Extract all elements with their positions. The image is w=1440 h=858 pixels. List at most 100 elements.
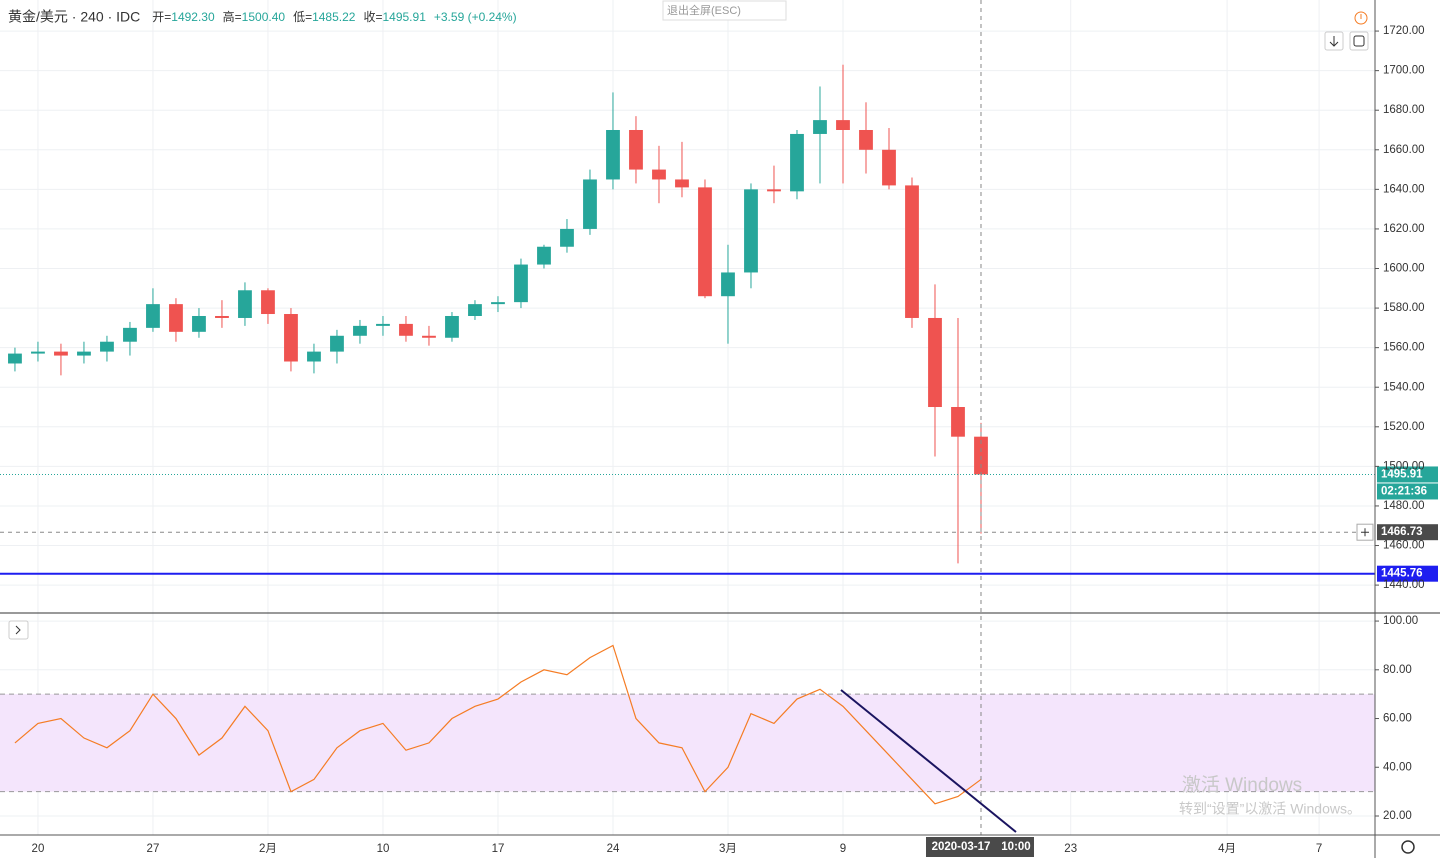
expand-icon <box>15 625 21 635</box>
candle-body <box>422 335 436 338</box>
candle-body <box>951 407 965 437</box>
horizontal-line-label: 1445.76 <box>1381 568 1423 580</box>
crosshair-cross-icon <box>1361 528 1369 537</box>
candle-body <box>8 353 22 364</box>
candle-body <box>606 129 620 180</box>
x-tick-label: 17 <box>492 843 505 855</box>
fullscreen-button[interactable] <box>662 0 787 21</box>
y-tick-label: 1540.00 <box>1383 381 1425 393</box>
candle-body <box>629 129 643 170</box>
y-tick-label: 1460.00 <box>1383 540 1425 552</box>
x-tick-label: 9 <box>840 843 846 855</box>
candle-body <box>790 133 804 192</box>
rsi-line <box>14 644 982 805</box>
candle-body <box>974 436 988 475</box>
countdown-label: 02:21:36 <box>1381 485 1427 497</box>
candle-body <box>514 264 528 303</box>
x-tick-label: 2月 <box>259 843 277 855</box>
last-price-badge <box>1377 466 1438 483</box>
trend-line <box>840 689 1017 833</box>
candle-body <box>123 327 137 342</box>
legend-key: 低= <box>293 10 312 24</box>
y-tick-label: 1480.00 <box>1383 500 1425 512</box>
crosshair-date: 2020-03-17 <box>932 841 991 853</box>
candle-body <box>215 315 229 318</box>
crosshair-price-badge <box>1377 524 1438 541</box>
fit-button[interactable] <box>1349 31 1369 51</box>
x-tick-label: 24 <box>607 843 620 855</box>
candle-body <box>353 325 367 336</box>
candle-body <box>146 304 160 328</box>
candle-body <box>698 187 712 297</box>
candle-body <box>560 228 574 247</box>
candle-body <box>767 189 781 192</box>
x-tick-label: 3月 <box>719 843 737 855</box>
candle-body <box>813 120 827 134</box>
last-price-label: 1495.91 <box>1381 468 1423 480</box>
candle-body <box>491 302 505 305</box>
candle-body <box>468 304 482 316</box>
candle-body <box>307 351 321 362</box>
legend-value: 1492.30 <box>171 10 215 24</box>
fit-icon <box>1353 35 1365 47</box>
y-tick-label: 1620.00 <box>1383 223 1425 235</box>
plot <box>0 64 1375 805</box>
y-tick-label: 1580.00 <box>1383 302 1425 314</box>
x-tick-label: 10 <box>377 843 390 855</box>
candle-body <box>445 315 459 338</box>
horizontal-line-badge <box>1377 565 1438 582</box>
candle-body <box>284 314 298 362</box>
legend-value: 1500.40 <box>242 10 286 24</box>
y-tick-label: 80.00 <box>1383 664 1412 676</box>
candle-body <box>238 290 252 318</box>
watermark-text: 转到“设置”以激活 Windows。 <box>1179 801 1361 817</box>
candle-body <box>537 246 551 265</box>
legend-key: 高= <box>223 9 242 24</box>
candle-body <box>721 272 735 297</box>
candle-body <box>882 149 896 186</box>
y-tick-label: 1700.00 <box>1383 65 1425 77</box>
legend-value: +3.59 (+0.24%) <box>434 10 517 24</box>
candle-body <box>928 317 942 408</box>
candle-body <box>192 315 206 332</box>
candle-body <box>261 290 275 315</box>
legend-key: 开= <box>152 10 171 24</box>
y-tick-label: 1560.00 <box>1383 342 1425 354</box>
y-tick-label: 100.00 <box>1383 615 1418 627</box>
y-tick-label: 60.00 <box>1383 713 1412 725</box>
y-tick-label: 1600.00 <box>1383 263 1425 275</box>
settings-icon[interactable] <box>1401 840 1415 854</box>
expand-button[interactable] <box>8 620 29 640</box>
candle-body <box>31 351 45 354</box>
candle-body <box>399 323 413 336</box>
candle-body <box>54 351 68 356</box>
x-tick-label: 7 <box>1316 843 1322 855</box>
candle-body <box>583 179 597 229</box>
y-tick-label: 40.00 <box>1383 761 1412 773</box>
candle-body <box>330 335 344 352</box>
legend-value: 1495.91 <box>382 10 426 24</box>
x-tick-label: 20 <box>32 843 45 855</box>
alert-icon[interactable] <box>1354 11 1368 25</box>
candle-body <box>905 185 919 318</box>
legend-value: 1485.22 <box>312 10 356 24</box>
y-tick-label: 1440.00 <box>1383 579 1425 591</box>
y-tick-label: 1520.00 <box>1383 421 1425 433</box>
candle-body <box>675 179 689 188</box>
y-tick-label: 1720.00 <box>1383 25 1425 37</box>
y-tick-label: 20.00 <box>1383 810 1412 822</box>
rsi-band <box>0 694 1375 792</box>
y-tick-label: 1680.00 <box>1383 104 1425 116</box>
fullscreen-button-label: 退出全屏(ESC) <box>667 3 741 17</box>
x-tick-label: 4月 <box>1218 843 1236 855</box>
candle-body <box>100 341 114 352</box>
x-tick-label: 23 <box>1064 843 1077 855</box>
watermark-title: 激活 Windows <box>1182 774 1302 796</box>
symbol-title: 黄金/美元 · 240 · IDC <box>8 9 140 25</box>
candle-body <box>836 120 850 130</box>
crosshair-date-badge <box>925 837 1034 857</box>
crosshair-price-label: 1466.73 <box>1381 526 1423 538</box>
y-tick-label: 1640.00 <box>1383 183 1425 195</box>
